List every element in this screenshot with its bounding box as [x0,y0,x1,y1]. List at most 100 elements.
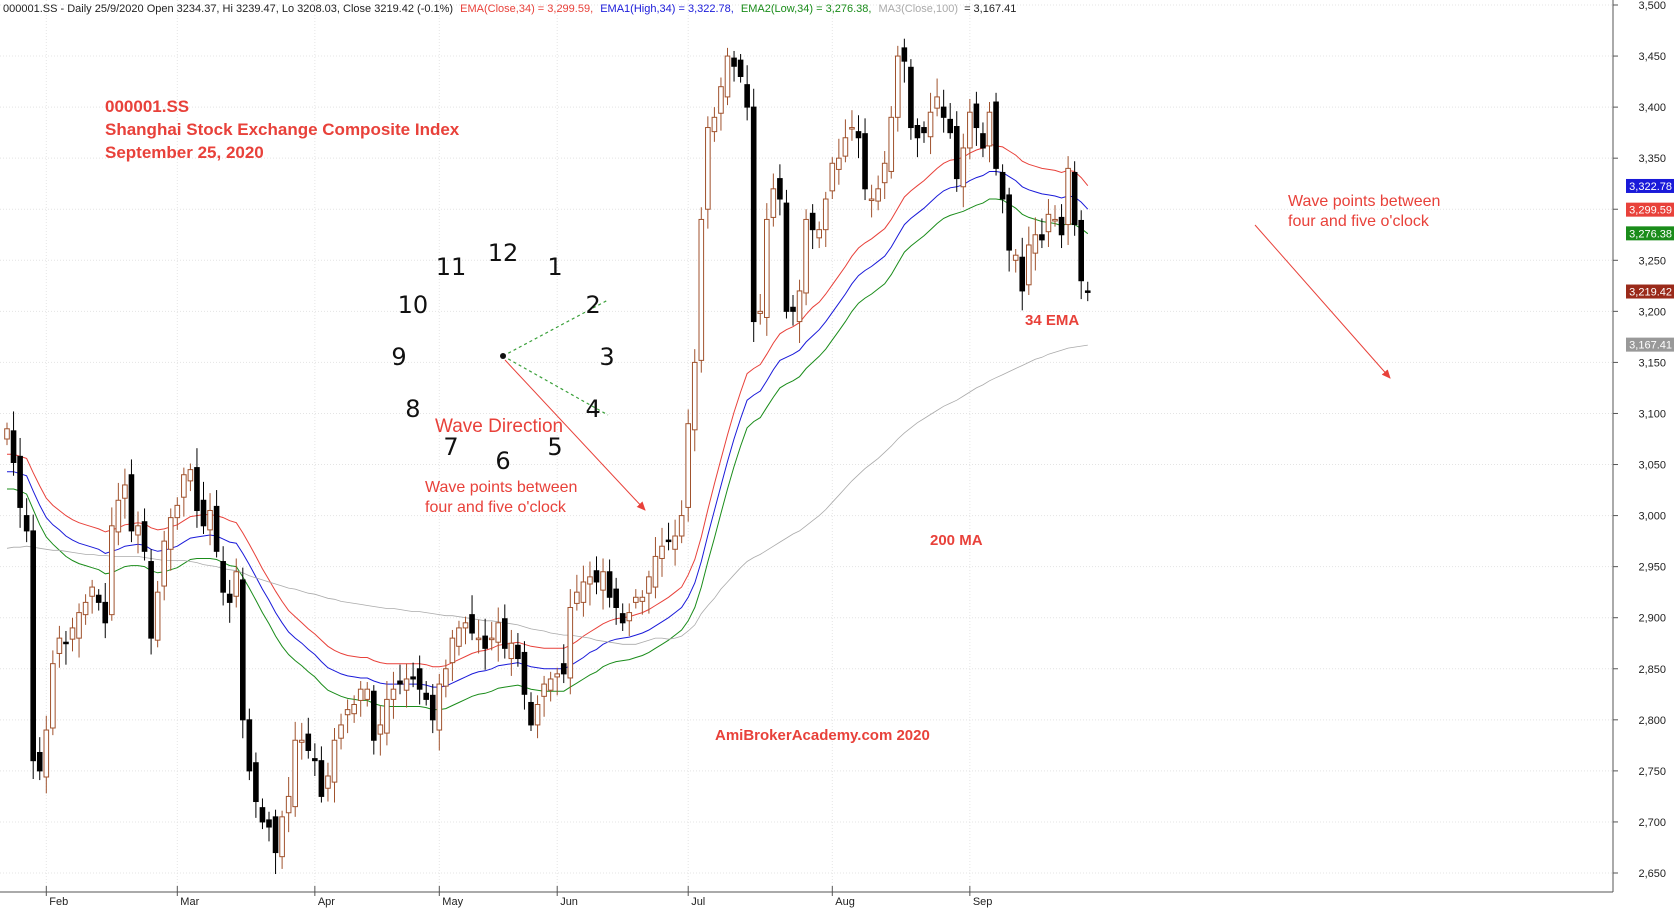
y-tick-label: 3,450 [1638,51,1666,63]
candle-body [285,795,292,814]
candle-body [10,430,17,463]
candle-body [423,692,429,700]
y-tick-label: 2,850 [1638,664,1666,676]
candle-body [443,668,449,687]
header-ma-value: = 3,167.41 [964,3,1016,15]
candle-body [1045,213,1052,233]
candle-body [757,310,764,314]
candle-body [914,124,921,139]
candle-body [141,521,148,552]
y-tick-label: 2,750 [1638,766,1666,778]
candle-body [259,807,266,823]
candle-body [371,690,377,741]
candle-body [1071,171,1078,226]
series-line-1 [7,171,1089,688]
x-tick-label: Feb [49,896,68,908]
candle-body [980,133,986,149]
candle-body [272,816,279,854]
candle-body [672,535,678,550]
candle-body [960,147,967,188]
x-tick-label: Sep [973,896,993,908]
candle-body [194,467,200,511]
candle-body [240,579,246,721]
title-date: September 25, 2020 [105,143,264,162]
candle-body [816,229,823,239]
candle-body [17,455,23,508]
candle-body [698,218,705,361]
candle-body [829,162,836,192]
value-badge-bg [1626,284,1674,299]
clock-number: 3 [599,343,614,371]
series-line-2 [7,143,1089,668]
candle-body [659,545,665,559]
candle-body [429,694,436,721]
x-axis: Feb Mar Apr May Jun Jul Aug Sep [45,886,993,908]
candle-body [403,678,410,691]
wave-arrow-right [1254,224,1391,379]
candle-body [76,612,82,639]
clock-number: 6 [495,447,510,475]
value-badge-bg [1626,337,1674,352]
y-tick-label: 2,800 [1638,715,1666,727]
series-line-3 [7,198,1089,711]
candle-body [1078,219,1085,282]
candle-body [711,116,718,133]
candle-body [567,606,574,679]
value-badge-bg [1626,178,1674,193]
candle-body [796,290,803,323]
candle-body [1012,254,1019,261]
candle-body [384,698,390,734]
candle-body [881,162,888,184]
candle-body [1084,290,1091,293]
value-badge-bg [1626,226,1674,241]
clock-hand-two [502,299,609,357]
y-tick-label: 3,150 [1638,357,1666,369]
candle-body [1065,167,1071,226]
y-tick-label: 3,400 [1638,102,1666,114]
candle-body [187,469,194,482]
candle-body [600,571,606,591]
candle-body [737,59,744,77]
candle-body [4,428,10,440]
candle-body [416,668,423,690]
candle-body [790,306,796,312]
candle-body [174,504,181,519]
candle-body [181,474,187,498]
candle-body [36,752,43,772]
header-ema-low: EMA2(Low,34) = 3,276.38, [741,3,872,15]
candle-body [613,588,619,608]
candle-body [888,116,895,172]
candle-body [482,635,488,649]
y-tick-label: 2,900 [1638,613,1666,625]
candle-body [587,576,593,585]
clock-number: 4 [585,395,600,423]
candle-body [69,627,76,640]
value-badge-label: 3,322.78 [1629,181,1672,193]
candle-body [580,581,587,603]
wave-note-left-line1: Wave points between [425,479,577,496]
value-badges: 3,322.78 3,299.59 3,276.38 3,219.42 3,167.41 [1626,178,1674,352]
x-tick-label: May [442,896,463,908]
candle-body [718,86,724,114]
clock-number: 9 [391,343,406,371]
x-tick-label: Aug [835,896,855,908]
candle-body [200,499,207,527]
title-symbol: 000001.SS [105,97,189,116]
y-tick-label: 3,050 [1638,460,1666,472]
candle-body [82,601,89,616]
clock-number: 1 [547,253,562,281]
candle-body [770,188,777,218]
indicator-lines [6,143,1089,711]
clock-number: 10 [398,291,429,319]
candle-body [822,198,829,231]
candle-body [357,688,364,701]
candle-body [744,84,750,108]
candle-body [456,627,462,647]
watermark: AmiBrokerAcademy.com 2020 [715,727,930,744]
candle-body [220,561,226,593]
candle-body [56,637,63,654]
clock-number: 5 [547,433,562,461]
candle-body [102,601,109,624]
